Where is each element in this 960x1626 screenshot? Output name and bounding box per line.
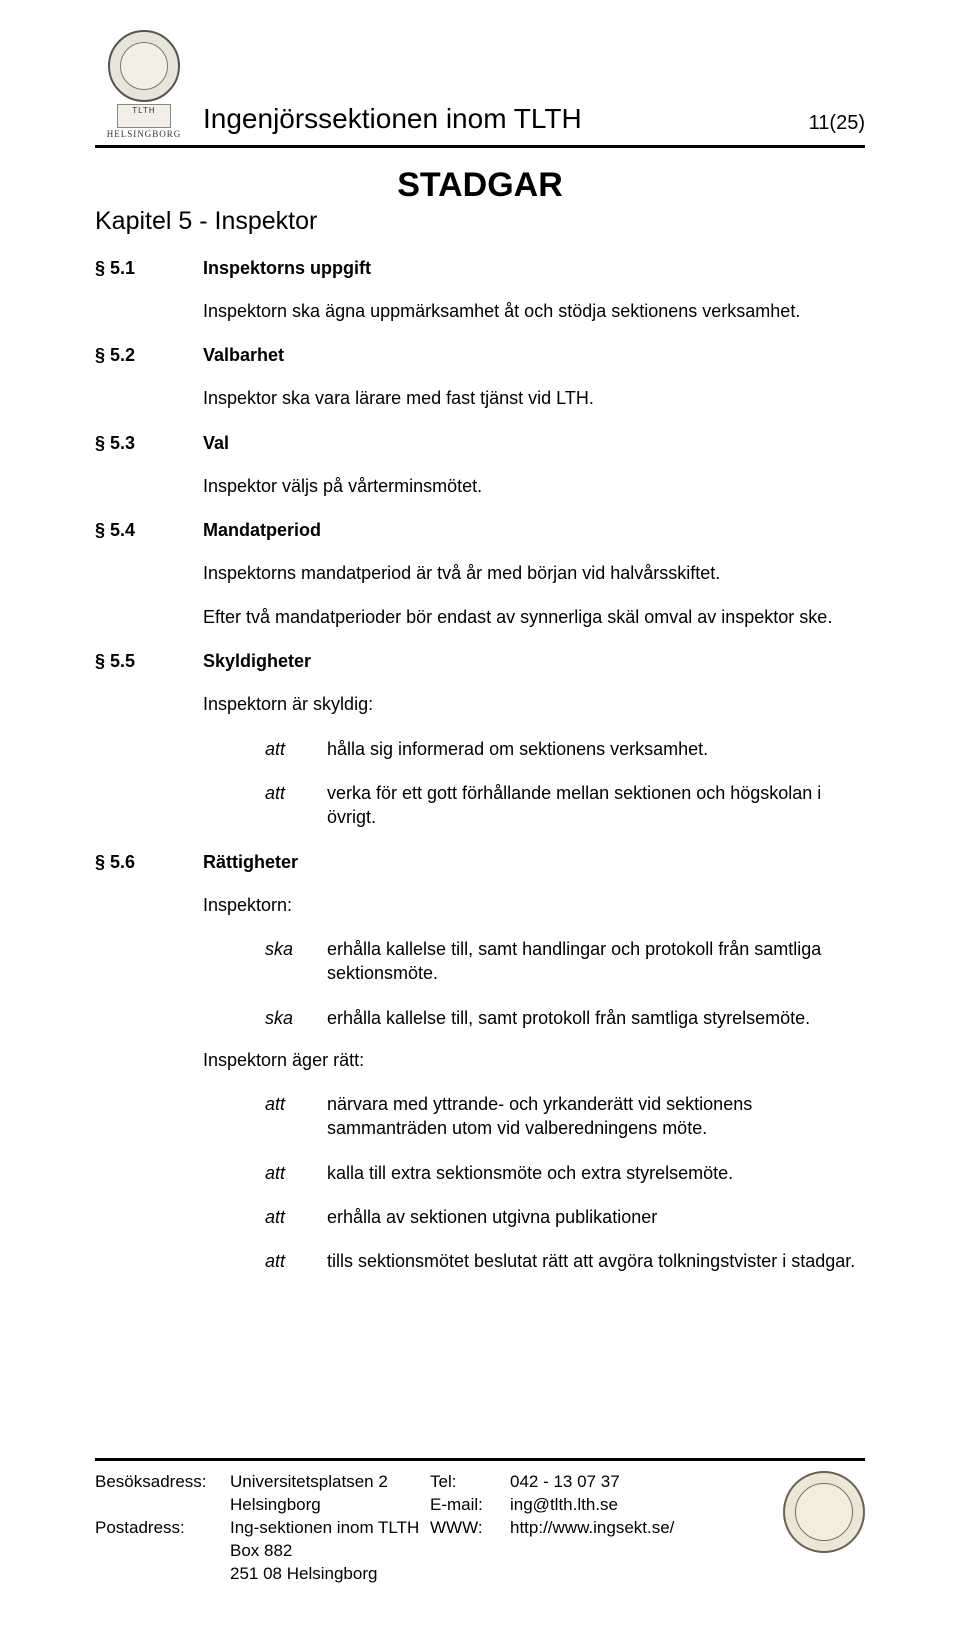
footer-label-col: Tel: E-mail: WWW: (430, 1471, 510, 1586)
list-item: att tills sektionsmötet beslutat rätt at… (265, 1249, 865, 1273)
crest-icon (108, 30, 180, 102)
footer-label: Postadress: (95, 1517, 230, 1540)
header: TLTH HELSINGBORG Ingenjörssektionen inom… (95, 30, 865, 139)
list-item: att hålla sig informerad om sektionens v… (265, 737, 865, 761)
list-item: att erhålla av sektionen utgivna publika… (265, 1205, 865, 1229)
footer-seal (775, 1471, 865, 1586)
list-item: att kalla till extra sektionsmöte och ex… (265, 1161, 865, 1185)
footer: Besöksadress: Postadress: Universitetspl… (95, 1458, 865, 1586)
footer-label: E-mail: (430, 1494, 510, 1517)
section-paragraph: Efter två mandatperioder bör endast av s… (203, 605, 865, 629)
footer-value: Box 882 (230, 1540, 430, 1563)
logo-subtitle: HELSINGBORG (107, 129, 182, 139)
footer-label (95, 1540, 230, 1563)
list-item-text: kalla till extra sektionsmöte och extra … (327, 1161, 733, 1185)
section-title: Valbarhet (203, 345, 284, 366)
list-item: ska erhålla kallelse till, samt handling… (265, 937, 865, 986)
footer-value: Ing-sektionen inom TLTH (230, 1517, 430, 1540)
footer-rule (95, 1458, 865, 1461)
section-paragraph: Inspektorns mandatperiod är två år med b… (203, 561, 865, 585)
list-item-text: erhålla kallelse till, samt protokoll fr… (327, 1006, 810, 1030)
logo: TLTH HELSINGBORG (95, 30, 193, 139)
document-title: STADGAR (95, 166, 865, 205)
section-title: Rättigheter (203, 852, 298, 873)
section-number: § 5.2 (95, 345, 203, 366)
footer-label: WWW: (430, 1517, 510, 1540)
list-item: att närvara med yttrande- och yrkanderät… (265, 1092, 865, 1141)
list-item-key: att (265, 1092, 327, 1141)
list-item: ska erhålla kallelse till, samt protokol… (265, 1006, 865, 1030)
list-item-key: att (265, 1161, 327, 1185)
footer-label-col: Besöksadress: Postadress: (95, 1471, 230, 1586)
footer-value: Helsingborg (230, 1494, 430, 1517)
footer-label: Besöksadress: (95, 1471, 230, 1494)
list-item-text: verka för ett gott förhållande mellan se… (327, 781, 865, 830)
footer-value: Universitetsplatsen 2 (230, 1471, 430, 1494)
section-number: § 5.6 (95, 852, 203, 873)
list-item-text: tills sektionsmötet beslutat rätt att av… (327, 1249, 855, 1273)
footer-label (95, 1563, 230, 1586)
section-title: Mandatperiod (203, 520, 321, 541)
section: § 5.4 Mandatperiod Inspektorns mandatper… (95, 520, 865, 630)
section-lead: Inspektorn är skyldig: (203, 692, 865, 716)
section: § 5.3 Val Inspektor väljs på vårterminsm… (95, 433, 865, 498)
logo-shield: TLTH (117, 104, 171, 128)
section-number: § 5.3 (95, 433, 203, 454)
footer-value-col: 042 - 13 07 37 ing@tlth.lth.se http://ww… (510, 1471, 775, 1586)
list-item-text: erhålla kallelse till, samt handlingar o… (327, 937, 865, 986)
section-paragraph: Inspektorn ska ägna uppmärksamhet åt och… (203, 299, 865, 323)
section-title: Skyldigheter (203, 651, 311, 672)
list-item-text: hålla sig informerad om sektionens verks… (327, 737, 708, 761)
footer-value: 042 - 13 07 37 (510, 1471, 775, 1494)
header-rule (95, 145, 865, 148)
list-item-key: att (265, 1249, 327, 1273)
footer-value: ing@tlth.lth.se (510, 1494, 775, 1517)
section-paragraph: Inspektor ska vara lärare med fast tjäns… (203, 386, 865, 410)
section-paragraph: Inspektor väljs på vårterminsmötet. (203, 474, 865, 498)
page-number: 11(25) (809, 112, 865, 135)
list-item-key: att (265, 737, 327, 761)
section: § 5.5 Skyldigheter Inspektorn är skyldig… (95, 651, 865, 829)
footer-label: Tel: (430, 1471, 510, 1494)
org-name: Ingenjörssektionen inom TLTH (203, 103, 582, 135)
section: § 5.1 Inspektorns uppgift Inspektorn ska… (95, 258, 865, 323)
list-item-key: att (265, 781, 327, 830)
footer-label (95, 1494, 230, 1517)
section-number: § 5.4 (95, 520, 203, 541)
list-item-key: att (265, 1205, 327, 1229)
section-number: § 5.1 (95, 258, 203, 279)
list-item-key: ska (265, 1006, 327, 1030)
footer-value: http://www.ingsekt.se/ (510, 1517, 775, 1540)
section: § 5.2 Valbarhet Inspektor ska vara lärar… (95, 345, 865, 410)
page: TLTH HELSINGBORG Ingenjörssektionen inom… (0, 0, 960, 1626)
list-item-text: närvara med yttrande- och yrkanderätt vi… (327, 1092, 865, 1141)
footer-value-col: Universitetsplatsen 2 Helsingborg Ing-se… (230, 1471, 430, 1586)
seal-icon (783, 1471, 865, 1553)
list-item-text: erhålla av sektionen utgivna publikation… (327, 1205, 657, 1229)
section-number: § 5.5 (95, 651, 203, 672)
list-item: att verka för ett gott förhållande mella… (265, 781, 865, 830)
footer-value: 251 08 Helsingborg (230, 1563, 430, 1586)
section: § 5.6 Rättigheter Inspektorn: ska erhåll… (95, 852, 865, 1274)
section-title: Val (203, 433, 229, 454)
list-item-key: ska (265, 937, 327, 986)
section-lead: Inspektorn: (203, 893, 865, 917)
section-title: Inspektorns uppgift (203, 258, 371, 279)
chapter-heading: Kapitel 5 - Inspektor (95, 207, 865, 236)
section-lead: Inspektorn äger rätt: (203, 1048, 865, 1072)
